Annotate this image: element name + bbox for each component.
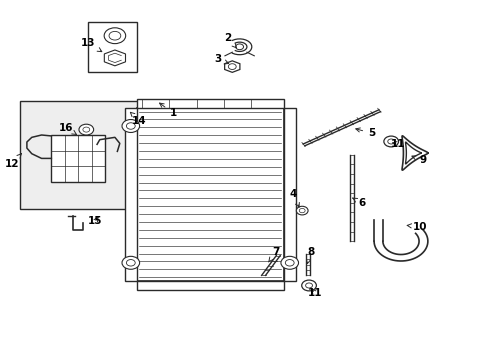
Circle shape [296,206,307,215]
Text: 14: 14 [130,112,146,126]
Text: 1: 1 [159,103,177,118]
Bar [137,281,283,290]
Circle shape [79,124,94,135]
Circle shape [301,280,316,291]
Circle shape [285,260,294,266]
Circle shape [228,64,236,69]
Text: 11: 11 [307,288,322,298]
Circle shape [387,139,394,144]
Text: 10: 10 [407,222,427,232]
Circle shape [126,123,135,129]
Circle shape [83,127,90,132]
Text: 3: 3 [214,54,228,64]
Text: 8: 8 [306,247,313,264]
Bar [283,108,295,281]
Circle shape [122,256,140,269]
Text: 2: 2 [224,33,236,48]
Text: 7: 7 [268,247,280,262]
Bar [137,99,283,108]
Circle shape [305,283,312,288]
Bar [51,135,105,182]
Circle shape [383,136,398,147]
Circle shape [109,31,121,40]
Bar [137,108,283,281]
Text: 6: 6 [352,198,365,208]
Bar [124,108,137,281]
Text: 5: 5 [355,128,374,138]
Polygon shape [104,50,125,66]
Text: 11: 11 [390,139,405,149]
Polygon shape [224,61,240,72]
Circle shape [299,208,305,213]
Circle shape [235,44,243,50]
Circle shape [122,120,140,132]
Text: 15: 15 [88,216,102,226]
Circle shape [280,256,298,269]
Text: 9: 9 [411,155,426,165]
Text: 12: 12 [5,154,21,169]
Bar [20,101,146,209]
Text: 13: 13 [81,38,102,51]
Bar [88,22,137,72]
Text: 4: 4 [289,189,299,207]
Circle shape [126,260,135,266]
Circle shape [104,28,125,44]
Text: 16: 16 [59,123,76,135]
